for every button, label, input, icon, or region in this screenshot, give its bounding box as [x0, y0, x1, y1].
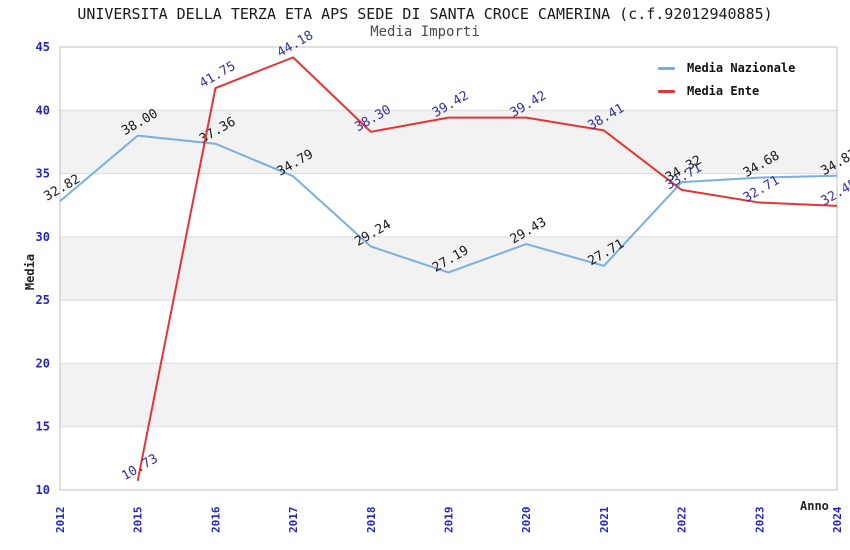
- legend-item-media-ente: Media Ente: [658, 84, 795, 98]
- x-axis-title: Anno: [800, 499, 829, 513]
- x-tick-label: 2024: [831, 506, 844, 533]
- legend-label: Media Ente: [687, 84, 760, 98]
- plot-band: [60, 236, 837, 301]
- y-tick-label: 20: [36, 356, 50, 370]
- x-tick-label: 2019: [443, 507, 456, 534]
- y-tick-label: 10: [36, 483, 50, 497]
- x-tick-label: 2023: [753, 507, 766, 534]
- series-line-media-nazionale: [59, 134, 838, 274]
- y-tick-label: 35: [36, 167, 50, 181]
- x-tick-label: 2021: [598, 506, 611, 533]
- plot-band: [60, 363, 837, 427]
- x-tick-label: 2015: [132, 507, 145, 534]
- x-tick-label: 2018: [365, 507, 378, 534]
- plot-band: [60, 300, 837, 364]
- series-line-media-ente: [136, 56, 838, 481]
- y-tick-label: 30: [36, 230, 50, 244]
- legend: Media Nazionale Media Ente: [658, 61, 795, 98]
- y-tick-label: 45: [36, 40, 50, 54]
- plot-border: [59, 46, 838, 491]
- y-axis-title: Media: [23, 253, 38, 291]
- plot-band: [60, 110, 837, 174]
- chart-title: UNIVERSITA DELLA TERZA ETA APS SEDE DI S…: [77, 5, 773, 23]
- chart-subtitle: Media Importi: [370, 24, 480, 40]
- legend-item-media-nazionale: Media Nazionale: [658, 61, 795, 75]
- x-tick-label: 2017: [287, 507, 300, 534]
- legend-line-nazionale-icon: [658, 66, 675, 70]
- x-tick-label: 2022: [676, 507, 689, 534]
- x-tick-label: 2012: [54, 507, 67, 534]
- plot-band: [60, 173, 837, 237]
- x-tick-label: 2016: [209, 506, 222, 533]
- y-tick-label: 15: [36, 420, 50, 434]
- plot-band: [60, 47, 837, 111]
- legend-line-ente-icon: [658, 89, 675, 93]
- x-tick-label: 2020: [520, 507, 533, 534]
- plot-band: [60, 426, 837, 490]
- legend-label: Media Nazionale: [687, 61, 796, 75]
- y-tick-label: 40: [36, 103, 50, 117]
- y-tick-label: 25: [36, 293, 50, 307]
